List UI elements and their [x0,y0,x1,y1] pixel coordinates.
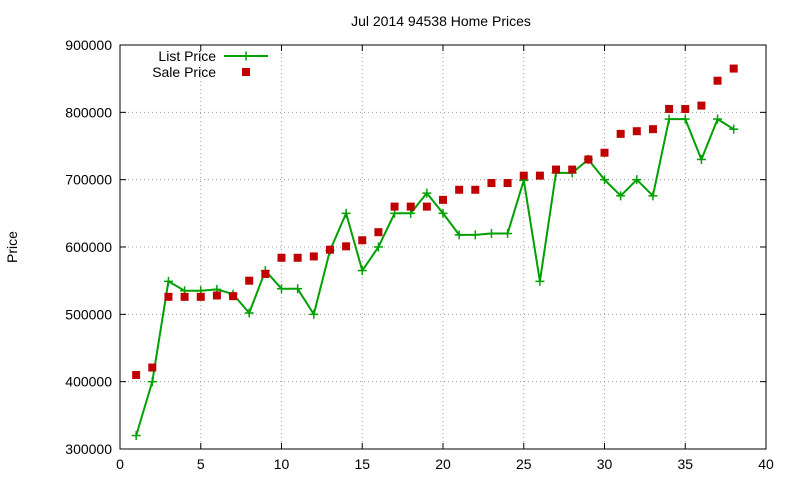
list-price-point [535,276,545,286]
sale-price-point [374,228,383,237]
sale-price-point [616,129,625,138]
sale-price-point [180,292,189,301]
sale-price-point [632,127,641,136]
x-tick-label: 0 [116,456,124,472]
sale-price-point [245,276,254,285]
chart-title: Jul 2014 94538 Home Prices [351,13,531,29]
tick-labels: 300000 400000 500000 600000 700000 800000 9000… [65,37,774,472]
sale-price-point [552,165,561,174]
list-price-point [454,230,464,240]
list-price-point [664,114,674,124]
y-tick-label: 900000 [65,37,112,53]
x-tick-label: 5 [197,456,205,472]
list-price-point [632,175,642,185]
sale-price-point [406,202,415,211]
sale-price-point [325,245,334,254]
sale-price-point [164,292,173,301]
sale-price-point [503,179,512,188]
sale-price-point [681,104,690,113]
y-tick-label: 800000 [65,104,112,120]
x-tick-label: 40 [758,456,774,472]
sale-price-point [196,292,205,301]
list-price-point [293,284,303,294]
grid-lines [120,45,766,449]
list-price-point [470,230,480,240]
list-price-point [486,229,496,239]
y-tick-label: 700000 [65,172,112,188]
axes [119,44,767,450]
list-price-point [729,124,739,134]
list-price-point [616,191,626,201]
sale-price-point [132,370,141,379]
list-price-point [503,229,513,239]
legend-label-sale-price: Sale Price [152,64,216,80]
sale-price-point [600,148,609,157]
data-series [131,64,739,441]
list-price-point [341,208,351,218]
y-tick-label: 500000 [65,306,112,322]
sale-price-point [665,104,674,113]
legend-label-list-price: List Price [158,48,216,64]
list-price-point [422,188,432,198]
list-price-point [357,266,367,276]
sale-price-point [293,253,302,262]
list-price-point [373,242,383,252]
sale-price-point [729,64,738,73]
sale-price-point [277,253,286,262]
sale-price-point [568,165,577,174]
sale-price-point [487,179,496,188]
sale-price-point [148,363,157,372]
x-tick-label: 15 [354,456,370,472]
x-tick-label: 30 [597,456,613,472]
list-price-point [163,276,173,286]
list-price-line [135,117,735,436]
list-price-point [648,191,658,201]
sale-price-point [309,252,318,261]
sale-price-point [229,292,238,301]
sale-price-point [471,185,480,194]
x-tick-label: 10 [274,456,290,472]
sale-price-point [713,76,722,85]
sale-price-point [697,101,706,110]
y-tick-label: 300000 [65,441,112,457]
list-price-point [277,284,286,294]
list-price-point [680,114,690,124]
y-tick-label: 600000 [65,239,112,255]
y-tick-label: 400000 [65,374,112,390]
sale-price-point [648,125,657,134]
list-price-point [713,114,723,124]
sale-price-point [390,202,399,211]
x-tick-label: 35 [677,456,693,472]
sale-price-point [455,185,464,194]
sale-price-point [261,269,270,278]
sale-price-point [342,242,351,251]
list-price-point [600,175,609,185]
x-tick-label: 25 [516,456,532,472]
sale-price-point [584,155,593,164]
sale-price-point [422,202,431,211]
sale-price-point [439,195,447,204]
sale-price-point [358,236,367,245]
list-price-point [147,377,157,387]
y-axis-label: Price [4,231,20,263]
sale-price-point [535,171,544,180]
x-tick-label: 20 [435,456,451,472]
legend-marker-list-price [241,51,251,61]
list-price-point [696,154,706,164]
list-price-point [438,208,448,218]
list-price-point [309,309,319,319]
sale-price-point [519,171,528,180]
legend-marker-sale-price [242,68,250,76]
list-price-point [131,431,141,441]
sale-price-point [212,291,221,300]
list-price-point [244,308,254,318]
